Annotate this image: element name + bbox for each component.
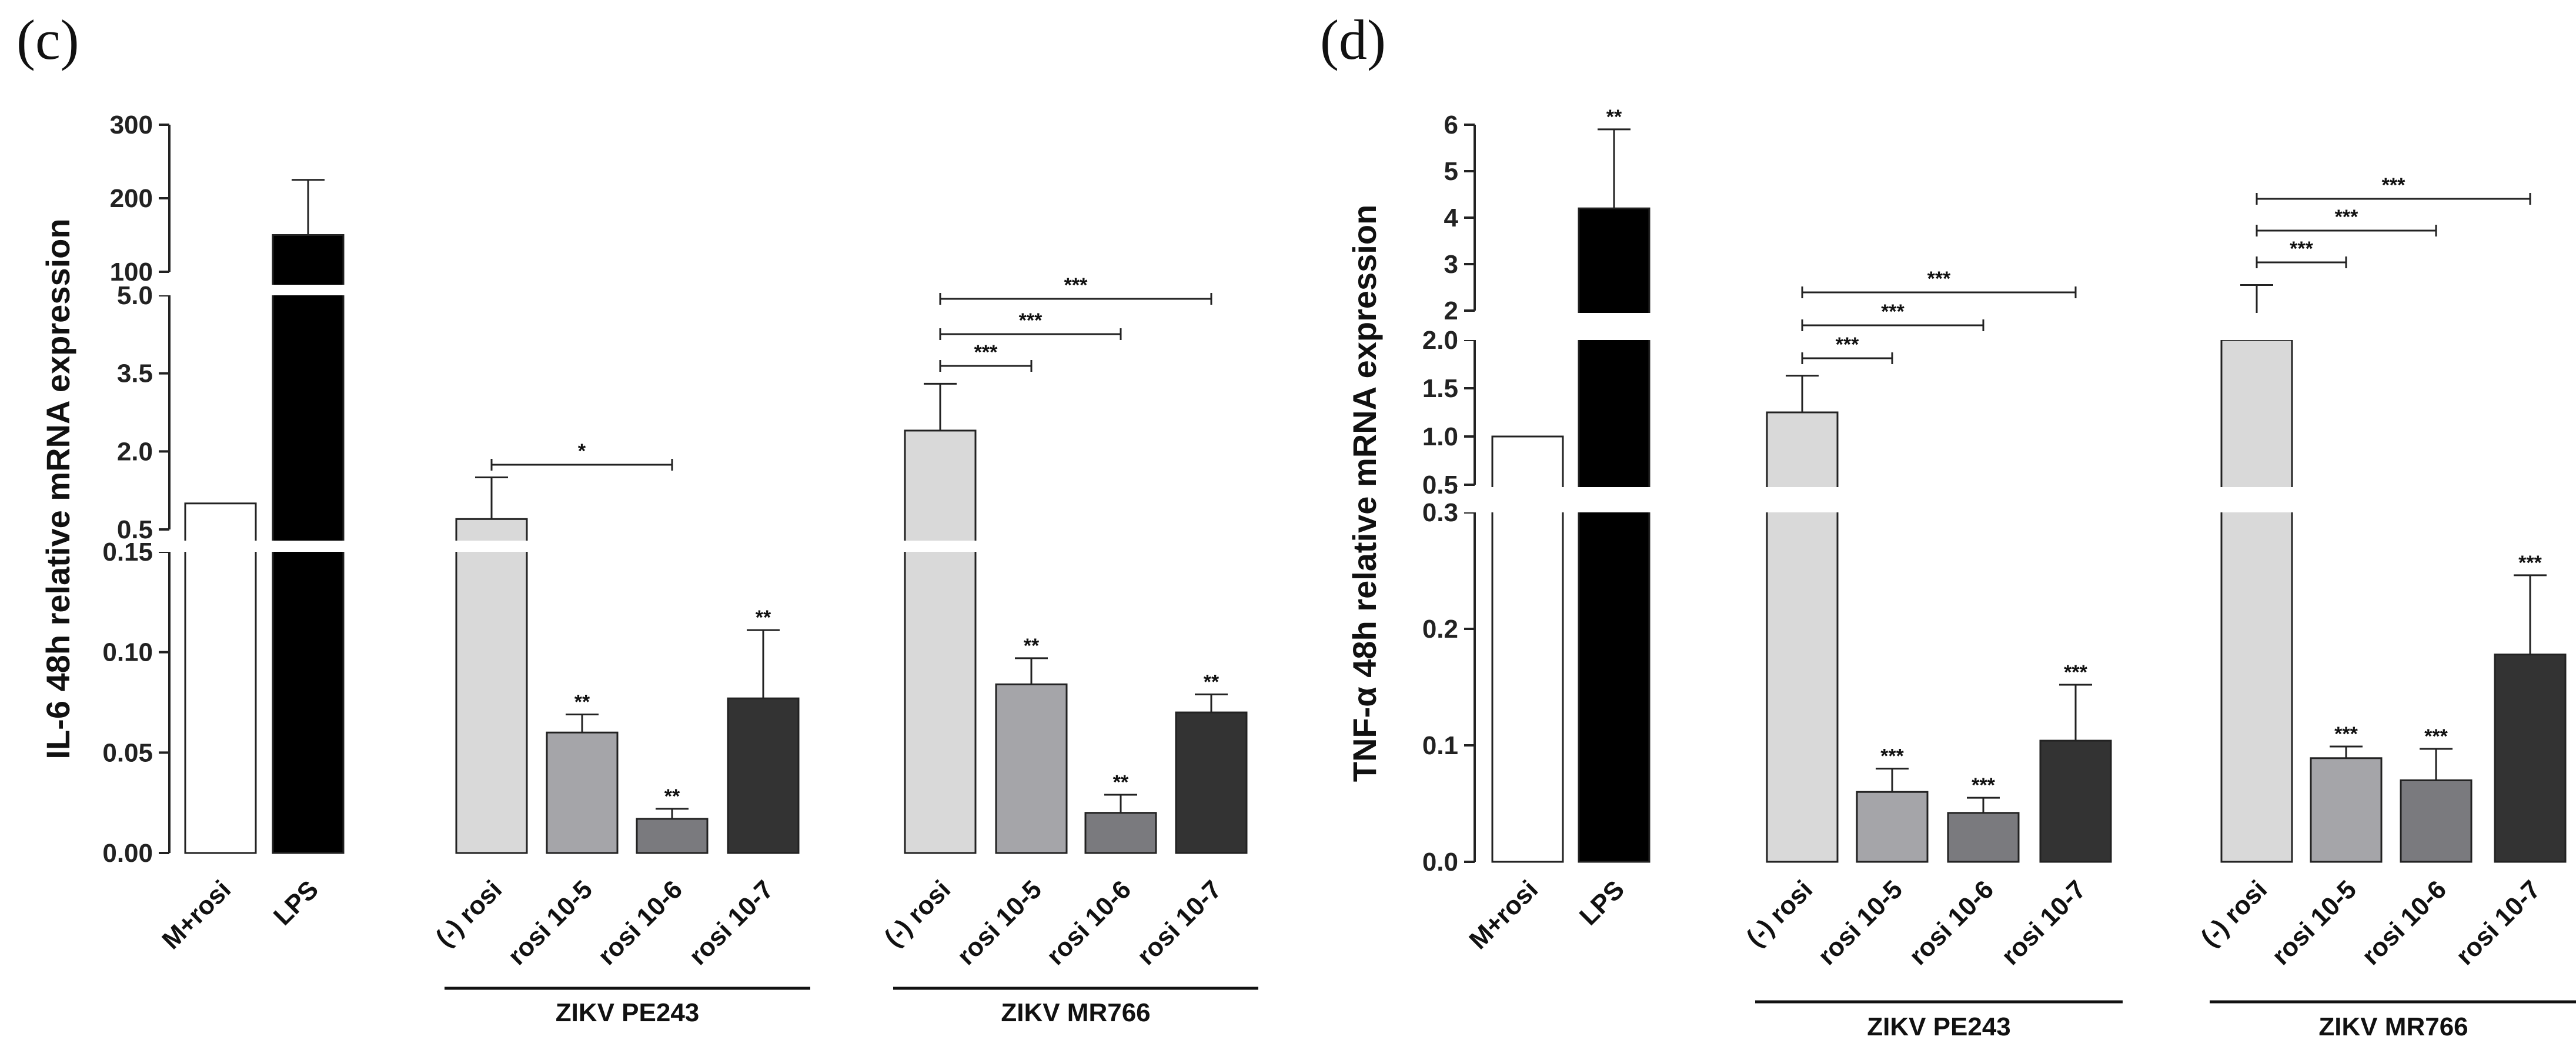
significance-label: ***	[2424, 725, 2448, 748]
y-tick-label: 0.2	[1422, 615, 1458, 644]
y-tick-label: 100	[110, 258, 153, 286]
x-tick-label: M+rosi	[156, 875, 236, 955]
x-tick-label: (-) rosi	[1741, 875, 1818, 952]
significance-label: ***	[2518, 552, 2542, 574]
x-tick-label: rosi 10-7	[2450, 875, 2546, 971]
y-tick-label: 2.0	[1422, 326, 1458, 355]
bar	[2494, 654, 2567, 863]
bar	[184, 502, 257, 854]
x-tick-label: rosi 10-7	[1131, 875, 1227, 971]
x-tick-label: (-) rosi	[879, 875, 956, 952]
panel-c: (c)IL-6 48h relative mRNA expression0.00…	[16, 8, 2576, 1027]
comparison-label: ***	[1064, 274, 1088, 296]
comparison-label: ***	[974, 341, 998, 364]
comparison-label: ***	[2382, 174, 2405, 196]
axis-break	[1457, 313, 2576, 340]
x-tick-label: rosi 10-5	[2266, 875, 2362, 971]
bar	[1084, 812, 1157, 854]
significance-label: ***	[1880, 745, 1904, 768]
group-label: ZIKV PE243	[1867, 1012, 2011, 1041]
significance-label: ***	[1972, 774, 1995, 797]
y-tick-label: 0.15	[102, 538, 153, 567]
y-tick-label: 3.5	[117, 359, 153, 388]
x-tick-label: rosi 10-5	[1812, 875, 1908, 971]
x-tick-label: rosi 10-7	[1996, 875, 2091, 971]
group-label: ZIKV PE243	[556, 998, 700, 1027]
bar	[636, 818, 709, 854]
y-tick-label: 0.05	[102, 738, 153, 767]
axis-break	[1457, 487, 2576, 512]
significance-label: **	[1204, 671, 1219, 693]
x-tick-label: rosi 10-5	[502, 875, 598, 971]
bar	[1578, 207, 1650, 863]
comparison-label: ***	[1836, 334, 1859, 356]
y-tick-label: 0.00	[102, 839, 153, 868]
comparison-label: ***	[2290, 238, 2313, 260]
y-tick-label: 5	[1444, 157, 1458, 186]
significance-label: ***	[2334, 723, 2358, 745]
panel-label: (d)	[1320, 8, 1386, 71]
y-tick-label: 2.0	[117, 437, 153, 466]
bar	[546, 731, 619, 854]
bar	[727, 697, 800, 854]
significance-label: **	[574, 691, 590, 713]
y-tick-label: 0.10	[102, 638, 153, 667]
y-tick-label: 0.0	[1422, 848, 1458, 877]
y-tick-label: 6	[1444, 111, 1458, 139]
x-tick-label: LPS	[1574, 875, 1630, 931]
bar	[1175, 711, 1248, 854]
y-axis-label: IL-6 48h relative mRNA expression	[39, 218, 76, 759]
y-axis-label: TNF-α 48h relative mRNA expression	[1346, 205, 1383, 782]
significance-label: **	[1606, 106, 1622, 128]
significance-label: **	[664, 785, 680, 808]
y-tick-label: 2	[1444, 296, 1458, 325]
bar	[1947, 812, 2020, 863]
significance-label: **	[1113, 771, 1129, 794]
bar	[2039, 739, 2112, 863]
x-tick-label: M+rosi	[1464, 875, 1543, 955]
x-tick-label: rosi 10-6	[1041, 875, 1137, 971]
comparison-label: ***	[2335, 206, 2358, 228]
axis-break	[152, 541, 2576, 552]
x-tick-label: rosi 10-5	[951, 875, 1047, 971]
x-tick-label: rosi 10-6	[2356, 875, 2452, 971]
bar	[2220, 339, 2293, 863]
significance-label: ***	[2064, 661, 2087, 684]
x-tick-label: rosi 10-7	[683, 875, 779, 971]
panel-label: (c)	[16, 8, 79, 71]
x-tick-label: (-) rosi	[2196, 875, 2273, 952]
comparison-label: ***	[1927, 268, 1951, 290]
x-tick-label: rosi 10-6	[1903, 875, 1999, 971]
x-tick-label: rosi 10-6	[592, 875, 688, 971]
panel-d: (d) TNF-α 48h relative mRNA expression 0.0…	[1320, 8, 2576, 1041]
y-tick-label: 4	[1444, 204, 1459, 232]
comparison-label: ***	[1019, 309, 1043, 332]
significance-label: **	[1024, 635, 1040, 657]
comparison-label: ***	[1881, 301, 1905, 323]
y-tick-label: 300	[110, 111, 153, 139]
group-label: ZIKV MR766	[2318, 1012, 2468, 1041]
group-label: ZIKV MR766	[1001, 998, 1150, 1027]
x-tick-label: LPS	[268, 875, 324, 931]
bar	[455, 518, 528, 854]
y-tick-label: 0.5	[1422, 471, 1458, 499]
bar	[2310, 757, 2383, 863]
bar	[1766, 411, 1839, 863]
comparison-label: *	[578, 440, 586, 462]
x-tick-label: (-) rosi	[430, 875, 507, 952]
y-tick-label: 3	[1444, 250, 1458, 279]
y-tick-label: 1.0	[1422, 422, 1458, 451]
bar	[2400, 779, 2473, 863]
y-tick-label: 0.1	[1422, 731, 1458, 760]
bar	[904, 429, 977, 854]
y-tick-label: 0.5	[117, 515, 153, 544]
y-tick-label: 0.3	[1422, 498, 1458, 527]
bar	[1856, 791, 1929, 863]
bar	[995, 683, 1068, 854]
y-tick-label: 200	[110, 184, 153, 213]
y-tick-label: 5.0	[117, 281, 153, 310]
y-tick-label: 1.5	[1422, 374, 1458, 403]
significance-label: **	[756, 607, 771, 629]
